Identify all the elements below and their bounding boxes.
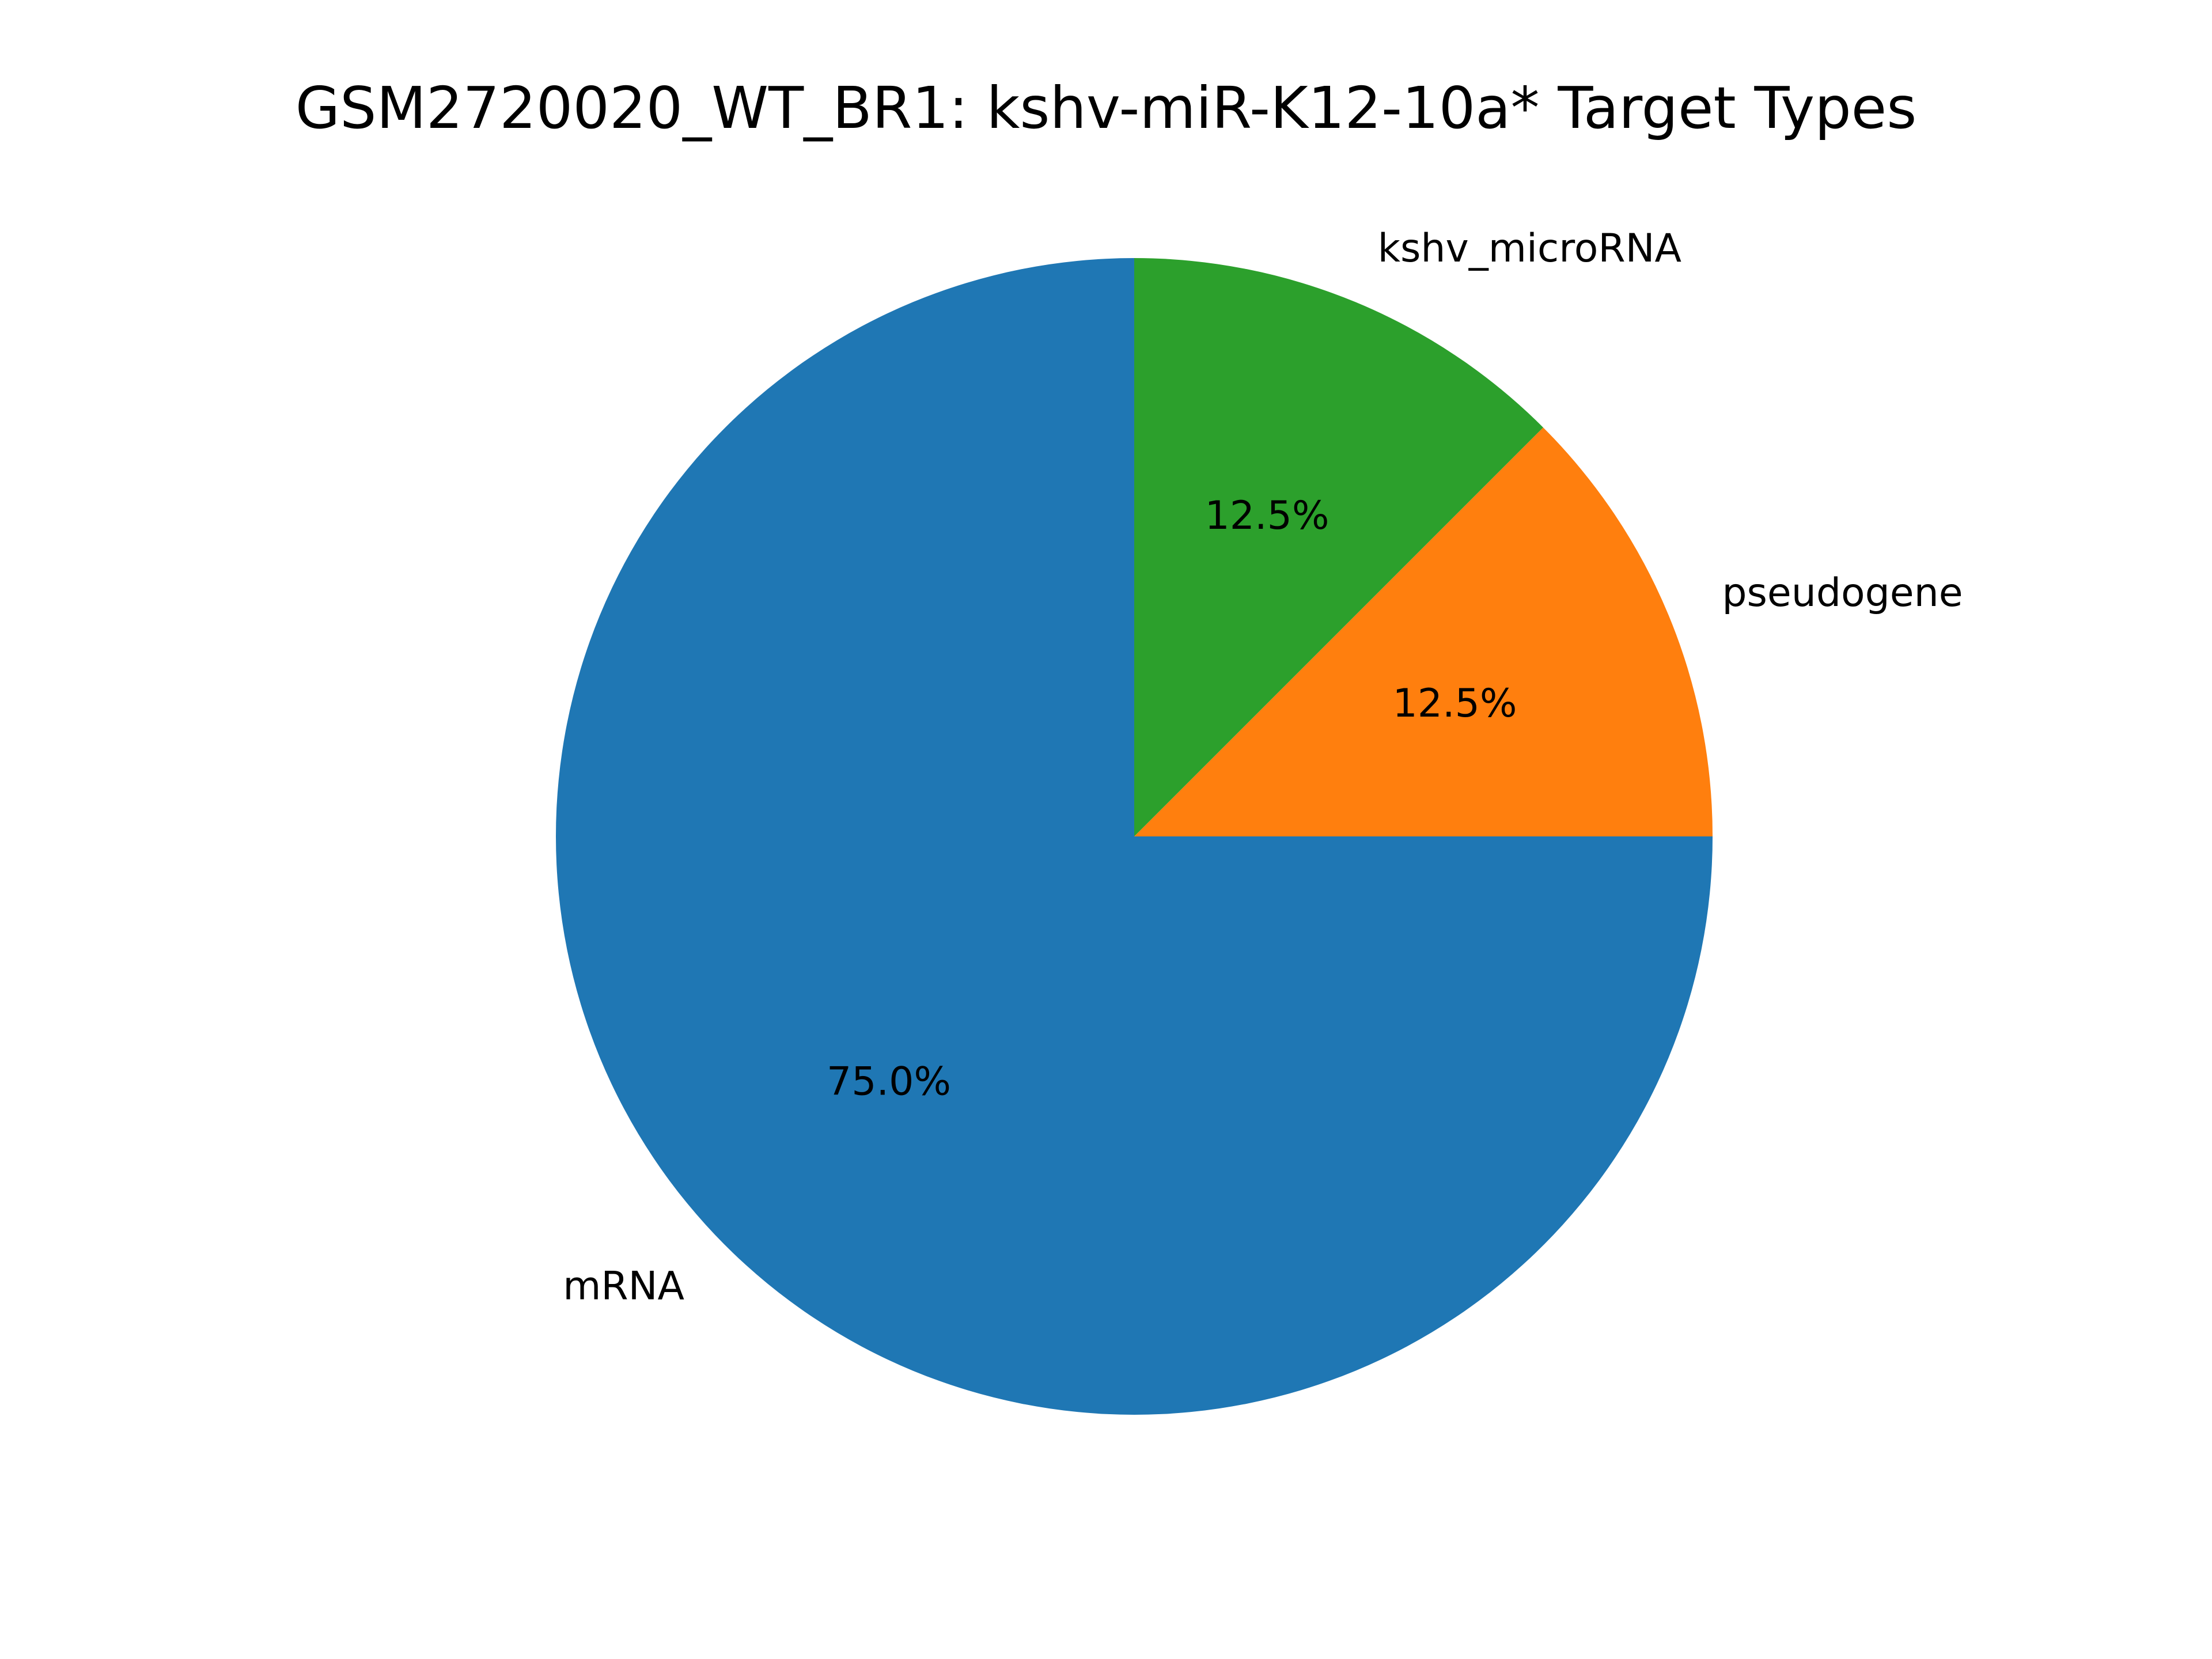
pie-category-label-kshv-microrna: kshv_microRNA [1378,226,1681,271]
pie-labels: 75.0% mRNA 12.5% pseudogene 12.5% kshv_microR… [563,226,1963,1309]
pie-percent-label-mrna: 75.0% [827,1059,951,1104]
pie-slice-pseudogene [1134,427,1713,836]
pie-percent-label-pseudogene: 12.5% [1393,681,1517,726]
pie-slices [556,258,1713,1415]
pie-slice-kshv-microrna [1134,258,1543,836]
pie-percent-label-kshv-microrna: 12.5% [1205,493,1330,539]
pie-category-label-mrna: mRNA [563,1263,684,1309]
pie-category-label-pseudogene: pseudogene [1722,570,1963,616]
chart-title: GSM2720020_WT_BR1: kshv-miR-K12-10a* Tar… [296,74,1917,142]
